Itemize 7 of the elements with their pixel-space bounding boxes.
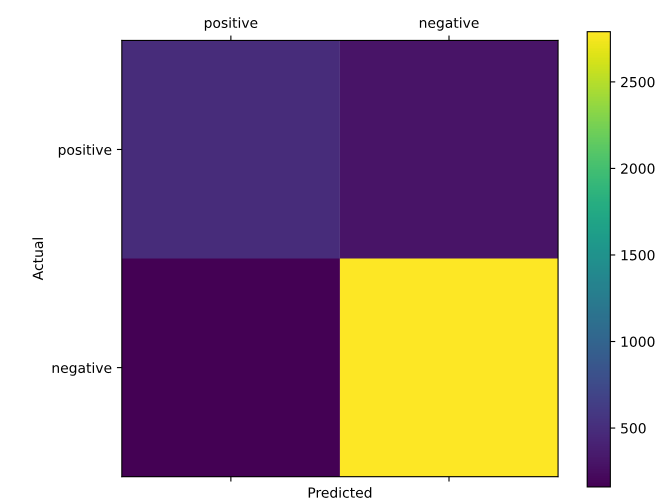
color-bar-label: 2500 [621,76,655,88]
x-axis-title: Predicted [308,487,372,498]
color-bar-label: 500 [621,423,646,434]
y-axis-title: Actual [32,238,44,280]
color-bar-label: 1500 [622,250,655,260]
color-bar-label: 2000 [621,163,655,174]
color-bar-label: 1000 [622,336,655,347]
